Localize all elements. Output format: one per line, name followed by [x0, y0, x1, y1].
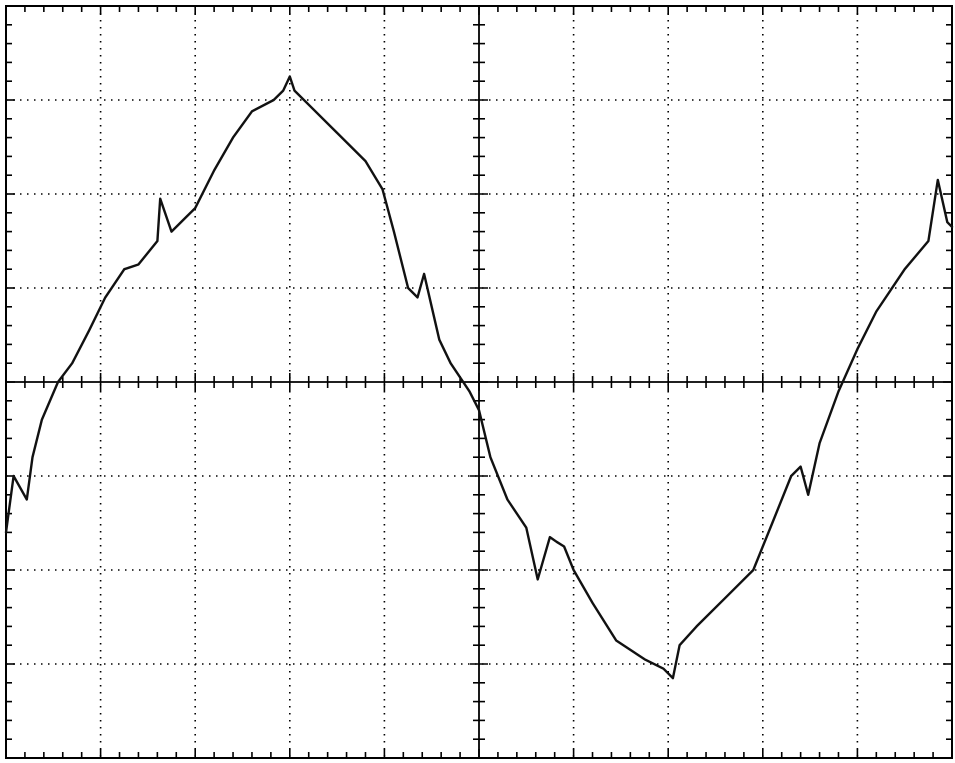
waveform-trace [4, 75, 954, 680]
waveform-series [4, 75, 954, 680]
graticule-ticks [6, 6, 952, 758]
